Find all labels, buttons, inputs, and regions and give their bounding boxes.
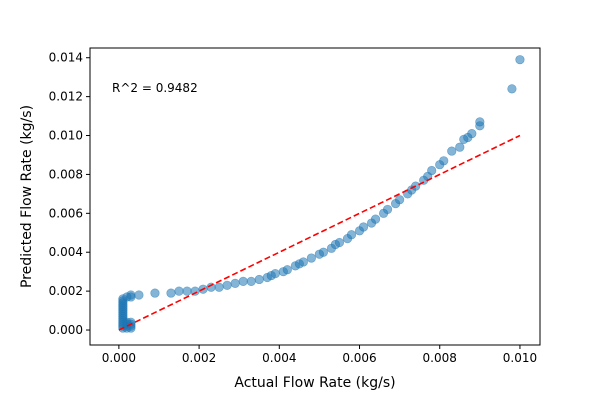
data-point: [254, 274, 264, 285]
data-point: [222, 280, 232, 290]
data-point: [298, 257, 308, 267]
y-tick-label: 0.010: [49, 129, 83, 143]
data-point: [134, 290, 144, 300]
data-point: [334, 237, 345, 248]
data-point: [318, 247, 329, 257]
y-tick-label: 0.006: [49, 206, 83, 220]
data-point: [182, 286, 192, 296]
x-axis-label: Actual Flow Rate (kg/s): [234, 375, 395, 391]
data-point: [346, 230, 357, 240]
data-point: [395, 195, 405, 205]
y-axis-label: Predicted Flow Rate (kg/s): [19, 105, 35, 288]
points-layer: [118, 55, 525, 333]
x-tick-label: 0.010: [503, 351, 537, 365]
data-point: [230, 278, 240, 288]
r-squared-annotation: R^2 = 0.9482: [112, 81, 198, 95]
data-point: [467, 128, 477, 139]
data-point: [214, 282, 224, 292]
plot-frame: [89, 47, 541, 346]
data-point: [455, 142, 465, 152]
x-tick-label: 0.008: [423, 351, 457, 365]
data-point: [507, 84, 517, 94]
data-point: [174, 286, 184, 296]
y-tick-label: 0.008: [49, 167, 83, 181]
y-ticks: 0.000 0.002 0.004 0.006 0.008 0.010 0.012 0.014: [49, 51, 90, 337]
data-point: [238, 276, 248, 287]
x-tick-label: 0.002: [182, 351, 216, 365]
data-point: [306, 253, 316, 263]
data-point: [447, 146, 457, 156]
reference-line-layer: [118, 134, 521, 331]
data-point: [427, 165, 437, 176]
data-point: [382, 204, 393, 215]
data-point: [439, 156, 449, 166]
data-point: [206, 282, 216, 292]
y-tick-label: 0.000: [49, 323, 83, 337]
data-point: [246, 276, 256, 287]
reference-line: [118, 134, 521, 331]
data-point: [475, 117, 485, 127]
x-tick-label: 0.004: [262, 351, 296, 365]
y-tick-label: 0.004: [49, 245, 83, 259]
data-point: [270, 269, 280, 279]
y-tick-label: 0.014: [49, 51, 83, 65]
data-point: [358, 222, 369, 232]
data-point: [282, 265, 292, 275]
y-tick-label: 0.012: [49, 90, 83, 104]
x-tick-label: 0.000: [102, 351, 136, 365]
x-ticks: 0.000 0.002 0.004 0.006 0.008 0.010: [102, 345, 537, 365]
data-point: [150, 288, 160, 298]
data-point: [370, 214, 381, 224]
data-point: [515, 55, 525, 65]
y-tick-label: 0.002: [49, 284, 83, 298]
data-point: [166, 288, 176, 298]
x-tick-label: 0.006: [342, 351, 376, 365]
data-point: [126, 290, 136, 300]
